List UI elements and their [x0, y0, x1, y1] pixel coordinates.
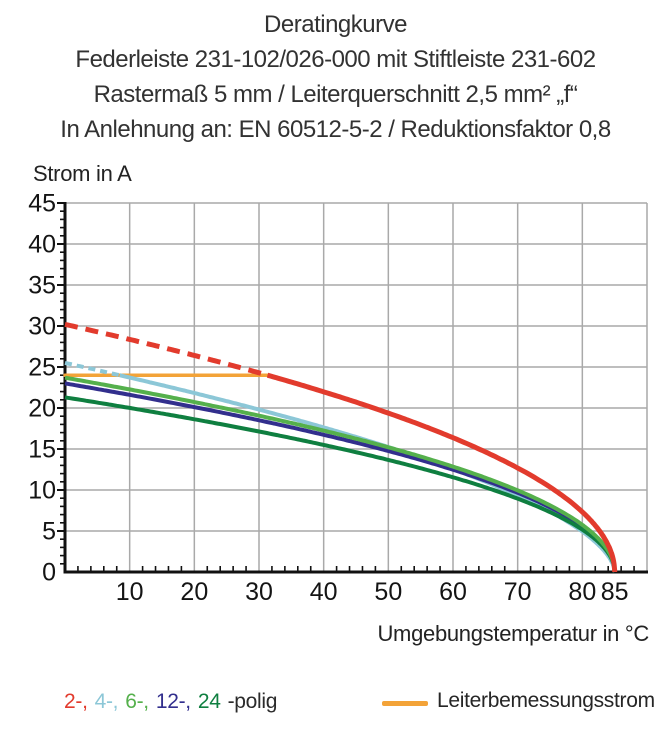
legend-pole-24: 24: [197, 690, 221, 713]
y-tick-label: 35: [28, 272, 56, 300]
legend-pole-4: 4-,: [94, 690, 119, 713]
x-axis-title: Umgebungstemperatur in °C: [377, 621, 649, 646]
legend-pole-12: 12-,: [155, 690, 191, 713]
y-tick-label: 20: [28, 395, 56, 423]
curve-2-polig: [266, 372, 618, 572]
legend-pole-2: 2-,: [64, 690, 88, 713]
chart-title: Deratingkurve Federleiste 231-102/026-00…: [0, 7, 671, 147]
x-tick-label: 85: [601, 578, 629, 606]
title-line-1: Deratingkurve: [264, 11, 407, 38]
legend-pole-6: 6-,: [125, 690, 149, 713]
x-tick-label: 30: [245, 578, 273, 606]
curve-2-polig-dashed: [64, 321, 269, 378]
y-axis-title: Strom in A: [33, 161, 132, 186]
legend-pole-suffix: -polig: [227, 690, 278, 713]
y-tick-label: 30: [28, 313, 56, 341]
rated-current-line-swatch: [382, 701, 428, 706]
x-tick-label: 50: [374, 578, 402, 606]
y-tick-label: 40: [28, 231, 56, 259]
legend-poles: 2-, 4-, 6-, 12-, 24 -polig: [64, 690, 277, 714]
curve-4-polig-dashed: [64, 360, 121, 378]
y-tick-label: 5: [42, 518, 56, 546]
x-tick-label: 70: [504, 578, 532, 606]
curve-24-polig: [64, 395, 617, 573]
title-line-4: In Anlehnung an: EN 60512-5-2 / Reduktio…: [60, 116, 611, 143]
y-tick-label: 15: [28, 436, 56, 464]
x-tick-label: 80: [568, 578, 596, 606]
x-tick-label: 60: [439, 578, 467, 606]
x-tick-label: 40: [310, 578, 338, 606]
curve-6-polig: [64, 375, 617, 573]
x-tick-label: 20: [180, 578, 208, 606]
y-tick-label: 25: [28, 354, 56, 382]
rated-current-label: Leiterbemessungsstrom: [437, 689, 655, 712]
title-line-3: Rastermaß 5 mm / Leiterquerschnitt 2,5 m…: [93, 81, 578, 108]
y-tick-label: 0: [42, 559, 56, 587]
y-tick-label: 10: [28, 477, 56, 505]
y-tick-label: 45: [28, 190, 56, 218]
x-tick-label: 10: [116, 578, 144, 606]
title-line-2: Federleiste 231-102/026-000 mit Stiftlei…: [75, 46, 596, 73]
